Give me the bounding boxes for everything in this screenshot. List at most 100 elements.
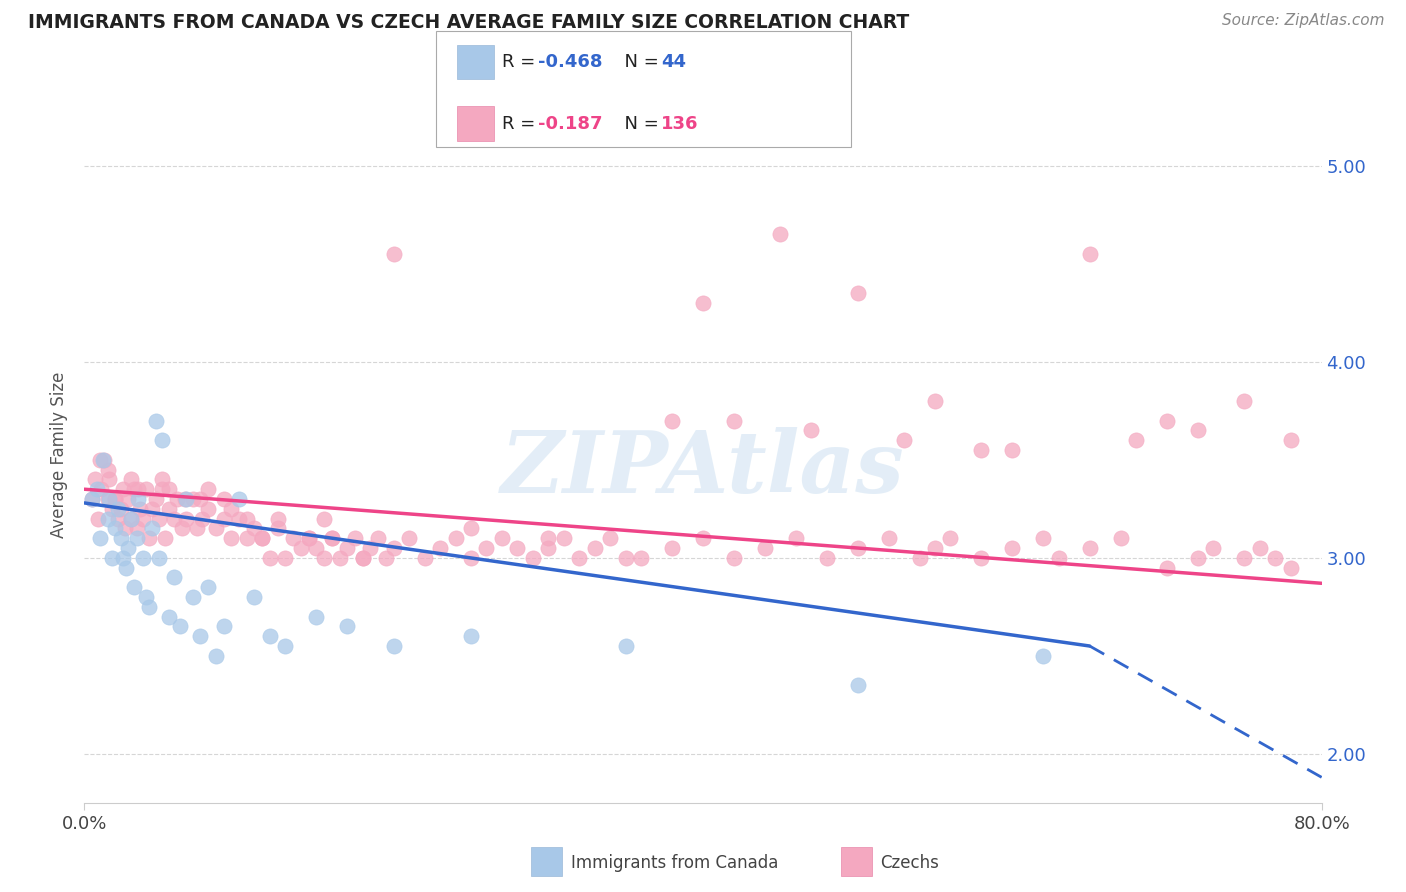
Point [924,541,946,555]
Point [112,482,135,496]
Point [148,511,170,525]
Point [1078,541,1101,555]
Point [252,531,274,545]
Point [1078,247,1101,261]
Point [170,521,193,535]
Point [429,541,451,555]
Point [122,580,145,594]
Point [321,531,343,545]
Point [1032,531,1054,545]
Point [360,541,382,555]
Point [243,521,266,535]
Point [1109,531,1132,545]
Point [159,501,181,516]
Point [661,541,683,555]
Point [181,491,204,506]
Point [150,434,173,448]
Point [86,482,108,496]
Point [90,482,112,496]
Point [568,550,591,565]
Point [1187,424,1209,438]
Point [305,541,328,555]
Point [537,541,560,555]
Point [120,511,142,525]
Point [1125,434,1147,448]
Point [236,531,259,545]
Point [98,472,121,486]
Point [141,501,163,516]
Point [252,531,274,545]
Point [352,550,374,565]
Point [336,619,359,633]
Point [120,511,142,525]
Point [1001,443,1024,458]
Point [128,491,150,506]
Point [150,472,173,486]
Point [846,286,869,301]
Point [1156,414,1178,428]
Point [267,511,290,525]
Point [785,531,807,545]
Point [444,531,467,545]
Point [460,521,482,535]
Point [191,511,214,525]
Point [298,531,321,545]
Point [692,296,714,310]
Point [398,531,420,545]
Point [145,491,167,506]
Point [159,609,181,624]
Point [1047,550,1070,565]
Point [98,491,121,506]
Point [145,414,167,428]
Point [1187,550,1209,565]
Point [228,511,250,525]
Point [314,550,336,565]
Point [1233,394,1256,409]
Text: IMMIGRANTS FROM CANADA VS CZECH AVERAGE FAMILY SIZE CORRELATION CHART: IMMIGRANTS FROM CANADA VS CZECH AVERAGE … [28,13,910,32]
Point [128,482,150,496]
Point [97,462,120,476]
Point [537,531,560,545]
Point [104,491,127,506]
Point [181,590,204,604]
Point [212,619,235,633]
Point [661,414,683,428]
Point [97,511,120,525]
Point [344,531,367,545]
Point [188,491,212,506]
Point [166,491,188,506]
Point [122,482,145,496]
Point [970,443,993,458]
Point [188,629,212,643]
Text: ZIPAtlas: ZIPAtlas [501,427,905,510]
Point [101,550,124,565]
Point [305,609,328,624]
Point [336,541,359,555]
Point [274,639,297,653]
Point [132,511,155,525]
Point [243,590,266,604]
Point [754,541,776,555]
Point [1233,550,1256,565]
Point [267,521,290,535]
Point [148,550,170,565]
Point [141,521,163,535]
Point [110,531,132,545]
Point [506,541,529,555]
Point [413,550,436,565]
Point [163,570,186,584]
Point [599,531,621,545]
Point [129,501,152,516]
Point [228,491,250,506]
Point [107,501,129,516]
Point [1202,541,1225,555]
Point [846,678,869,692]
Point [259,629,281,643]
Point [723,550,745,565]
Point [221,531,243,545]
Point [630,550,652,565]
Point [846,541,869,555]
Point [583,541,606,555]
Text: 44: 44 [661,53,686,71]
Point [115,560,138,574]
